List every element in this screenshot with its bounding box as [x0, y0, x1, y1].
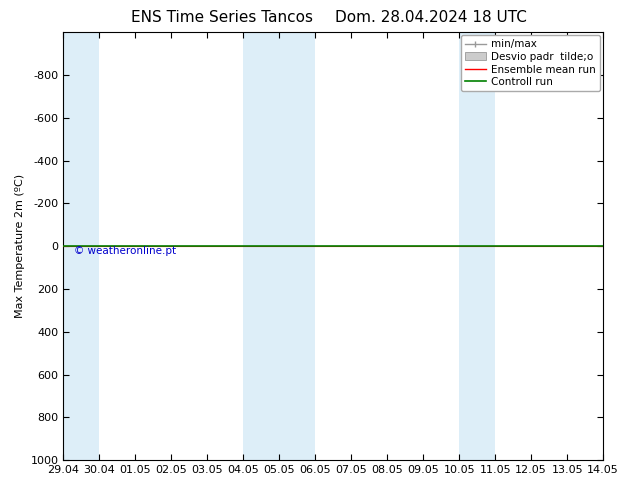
Bar [243, 32, 315, 460]
Text: © weatheronline.pt: © weatheronline.pt [74, 246, 176, 256]
Legend: min/max, Desvio padr  tilde;o, Ensemble mean run, Controll run: min/max, Desvio padr tilde;o, Ensemble m… [461, 35, 600, 92]
Text: ENS Time Series Tancos: ENS Time Series Tancos [131, 10, 313, 25]
Y-axis label: Max Temperature 2m (ºC): Max Temperature 2m (ºC) [15, 174, 25, 318]
Bar [459, 32, 495, 460]
Bar [63, 32, 100, 460]
Text: Dom. 28.04.2024 18 UTC: Dom. 28.04.2024 18 UTC [335, 10, 527, 25]
